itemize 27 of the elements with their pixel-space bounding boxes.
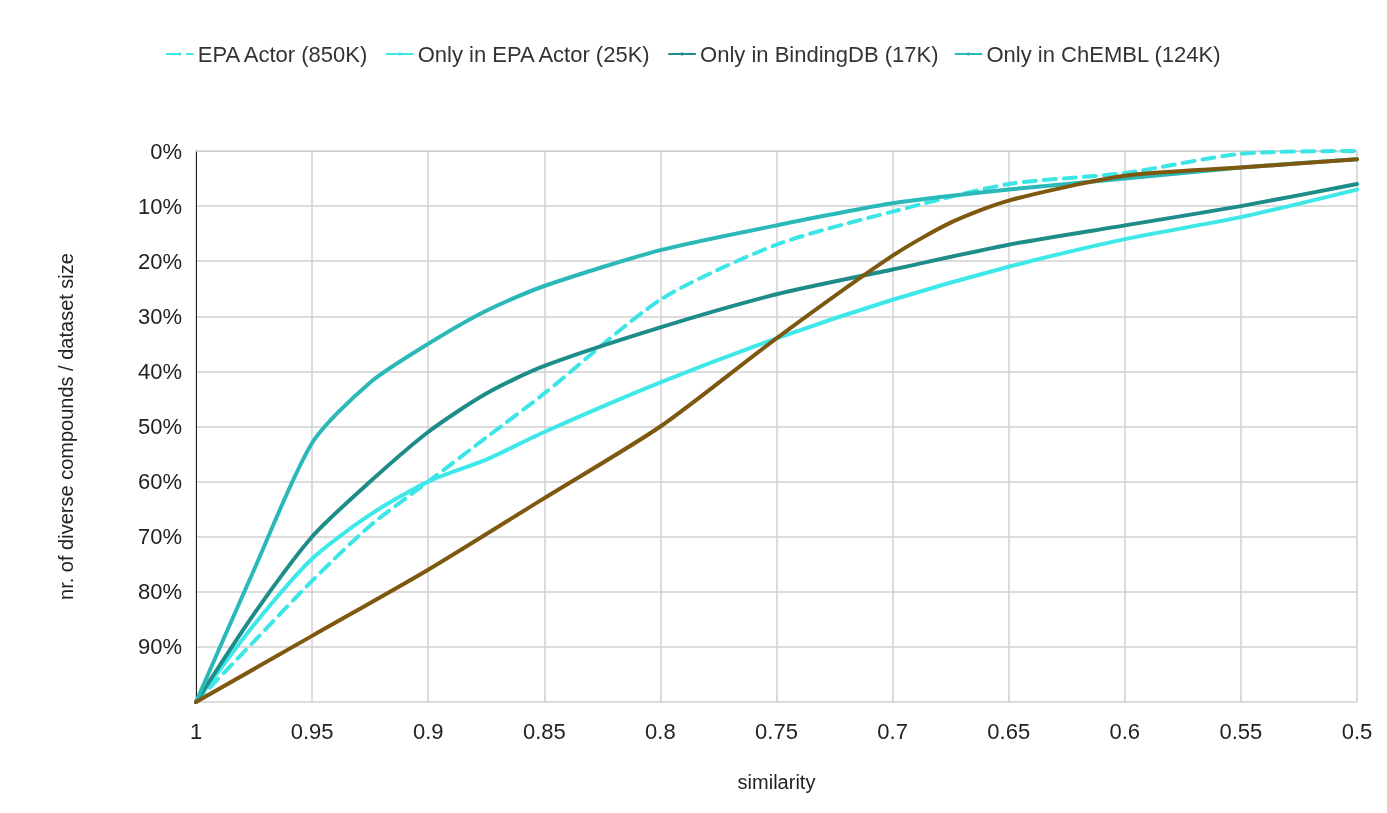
x-tick-label: 0.65 xyxy=(987,718,1031,744)
x-tick-label: 0.6 xyxy=(1109,718,1141,744)
y-tick-label: 80% xyxy=(137,579,182,605)
y-tick-label: 10% xyxy=(137,193,182,219)
legend-label: Only in BindingDB (17K) xyxy=(700,41,939,67)
y-tick-label: 40% xyxy=(137,358,182,384)
y-tick-label: 20% xyxy=(137,248,182,274)
y-tick-label: 30% xyxy=(137,303,182,329)
legend-label: Only in EPA Actor (25K) xyxy=(417,41,650,67)
legend-label: Only in ChEMBL (124K) xyxy=(986,41,1221,67)
x-tick-label: 1 xyxy=(189,718,203,744)
x-tick-label: 0.55 xyxy=(1219,718,1263,744)
x-tick-label: 0.9 xyxy=(412,718,444,744)
y-tick-label: 70% xyxy=(137,524,182,550)
x-tick-label: 0.8 xyxy=(645,718,676,744)
y-tick-label: 50% xyxy=(137,414,182,439)
legend-label: EPA Actor (850K) xyxy=(197,41,368,67)
x-tick-label: 0.7 xyxy=(877,718,908,744)
y-tick-label: 90% xyxy=(137,634,182,660)
y-axis-title: nr. of diverse compounds / dataset size xyxy=(55,253,77,600)
x-tick-label: 0.5 xyxy=(1341,718,1373,744)
y-tick-label: 0% xyxy=(150,138,182,164)
x-tick-label: 0.75 xyxy=(755,718,798,744)
x-axis-title: similarity xyxy=(737,771,816,793)
x-tick-label: 0.95 xyxy=(290,718,334,744)
y-tick-label: 60% xyxy=(137,469,182,495)
x-tick-label: 0.85 xyxy=(522,718,566,744)
